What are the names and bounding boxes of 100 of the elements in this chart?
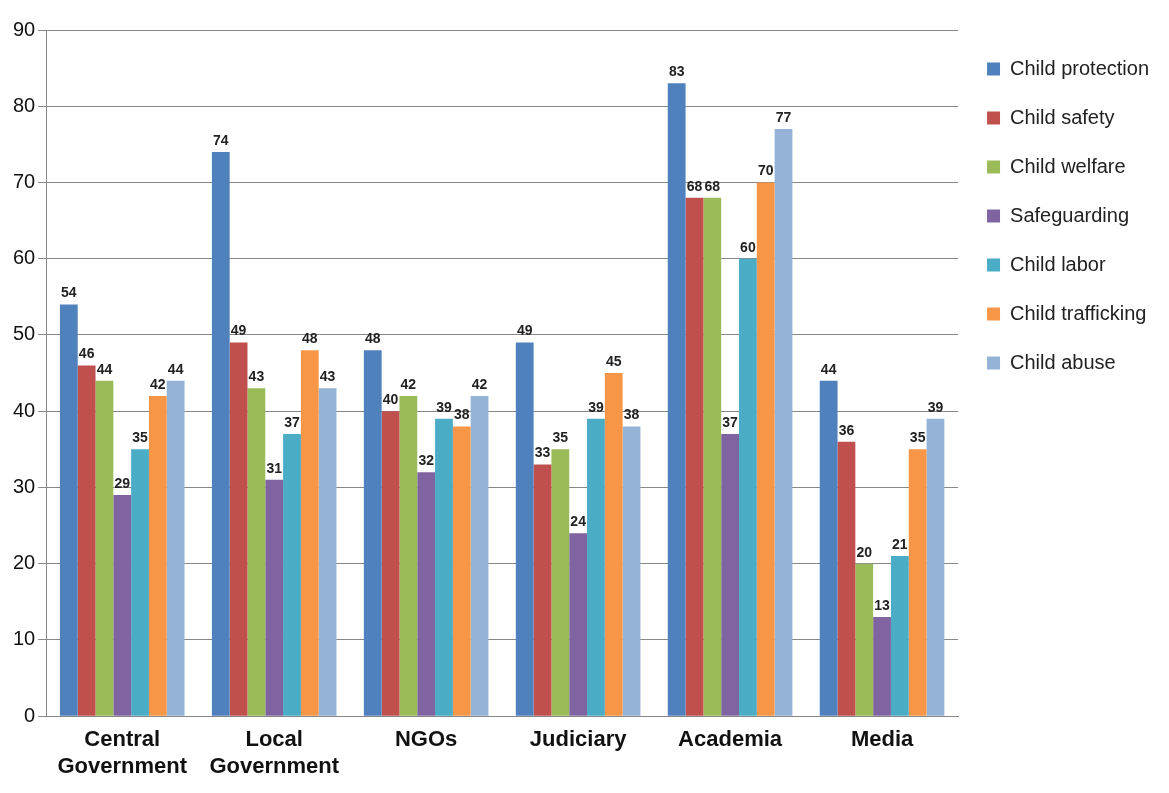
x-tick-label: NGOs bbox=[394, 726, 458, 752]
bar bbox=[873, 617, 891, 716]
bar bbox=[587, 418, 605, 716]
data-label: 38 bbox=[623, 406, 640, 423]
data-label: 32 bbox=[418, 452, 435, 469]
data-label: 24 bbox=[570, 513, 587, 530]
x-tick-label: Judiciary bbox=[529, 726, 628, 752]
bar bbox=[417, 472, 436, 716]
bar bbox=[837, 441, 856, 716]
data-label: 54 bbox=[61, 284, 77, 301]
bar bbox=[926, 418, 945, 716]
data-label: 60 bbox=[740, 238, 756, 255]
data-label: 39 bbox=[436, 398, 452, 415]
x-tick-label: Local Government bbox=[209, 726, 340, 778]
data-label: 35 bbox=[909, 429, 926, 446]
data-label: 37 bbox=[722, 413, 739, 430]
bar bbox=[229, 342, 248, 716]
bar bbox=[890, 556, 909, 716]
y-tick-label: 10 bbox=[13, 627, 36, 650]
bar bbox=[622, 426, 641, 716]
bar bbox=[399, 395, 418, 716]
bar bbox=[381, 411, 400, 716]
y-tick-label: 60 bbox=[13, 246, 36, 269]
y-tick-label: 40 bbox=[13, 398, 36, 421]
data-label: 44 bbox=[820, 360, 837, 377]
bar bbox=[470, 395, 489, 716]
bar bbox=[435, 418, 453, 716]
bar bbox=[452, 426, 471, 716]
bar bbox=[166, 380, 185, 716]
bar bbox=[515, 342, 534, 716]
bar bbox=[77, 365, 96, 716]
data-label: 35 bbox=[132, 429, 149, 446]
bar bbox=[685, 197, 704, 716]
legend-label: Safeguarding bbox=[1010, 203, 1130, 226]
data-label: 43 bbox=[248, 368, 265, 385]
bar bbox=[131, 449, 149, 716]
bar bbox=[703, 197, 722, 716]
bar bbox=[738, 258, 757, 716]
bar bbox=[569, 533, 588, 716]
bar bbox=[211, 151, 230, 716]
bar bbox=[265, 479, 284, 716]
data-label: 77 bbox=[775, 108, 792, 125]
legend-label: Child abuse bbox=[1010, 350, 1116, 373]
data-label: 42 bbox=[150, 375, 166, 392]
data-label: 83 bbox=[668, 63, 685, 80]
legend-label: Child trafficking bbox=[1010, 301, 1147, 324]
bar bbox=[908, 449, 927, 716]
bar bbox=[59, 304, 78, 716]
data-label: 13 bbox=[874, 596, 891, 613]
bar bbox=[283, 434, 301, 716]
data-label: 44 bbox=[167, 360, 184, 377]
bar bbox=[604, 373, 623, 716]
y-tick-label: 30 bbox=[13, 474, 36, 497]
data-label: 39 bbox=[927, 398, 944, 415]
y-tick-label: 70 bbox=[13, 170, 36, 192]
bar bbox=[300, 350, 319, 716]
data-label: 37 bbox=[284, 413, 300, 430]
bar bbox=[855, 563, 874, 716]
bar bbox=[95, 380, 114, 716]
data-label: 45 bbox=[605, 352, 622, 369]
data-label: 46 bbox=[78, 345, 95, 362]
data-label: 42 bbox=[471, 375, 488, 392]
x-tick-label: Academia bbox=[678, 726, 783, 752]
legend-label: Child safety bbox=[1010, 105, 1115, 128]
data-label: 42 bbox=[400, 375, 417, 392]
data-label: 21 bbox=[892, 535, 908, 552]
y-tick-label: 90 bbox=[13, 17, 36, 40]
x-tick-label: Central Government bbox=[57, 726, 188, 778]
bar bbox=[667, 83, 686, 716]
legend-label: Child labor bbox=[1010, 252, 1106, 275]
data-label: 40 bbox=[382, 391, 399, 408]
data-label: 43 bbox=[319, 368, 336, 385]
bar bbox=[721, 434, 739, 716]
bar bbox=[318, 388, 337, 716]
legend-label: Child welfare bbox=[1010, 154, 1126, 177]
bar bbox=[774, 129, 793, 716]
data-label: 29 bbox=[114, 474, 131, 491]
data-label: 35 bbox=[552, 429, 569, 446]
bar bbox=[551, 449, 570, 716]
data-label: 68 bbox=[686, 177, 703, 194]
bar bbox=[819, 380, 838, 716]
y-tick-label: 0 bbox=[24, 703, 36, 726]
bar bbox=[247, 388, 266, 716]
x-tick-label: Media bbox=[850, 726, 914, 752]
data-label: 31 bbox=[266, 459, 283, 476]
bar bbox=[363, 350, 382, 716]
data-label: 48 bbox=[364, 330, 381, 347]
data-label: 20 bbox=[856, 543, 873, 560]
bar bbox=[756, 182, 775, 716]
data-label: 38 bbox=[453, 406, 470, 423]
data-label: 44 bbox=[96, 360, 113, 377]
y-tick-label: 80 bbox=[13, 93, 36, 116]
bar bbox=[113, 495, 132, 716]
data-label: 36 bbox=[838, 421, 855, 438]
legend-label: Child protection bbox=[1010, 56, 1149, 79]
data-label: 49 bbox=[516, 322, 533, 339]
data-label: 48 bbox=[302, 330, 318, 347]
data-label: 33 bbox=[534, 444, 551, 461]
data-label: 74 bbox=[213, 131, 229, 148]
bar bbox=[148, 395, 167, 716]
